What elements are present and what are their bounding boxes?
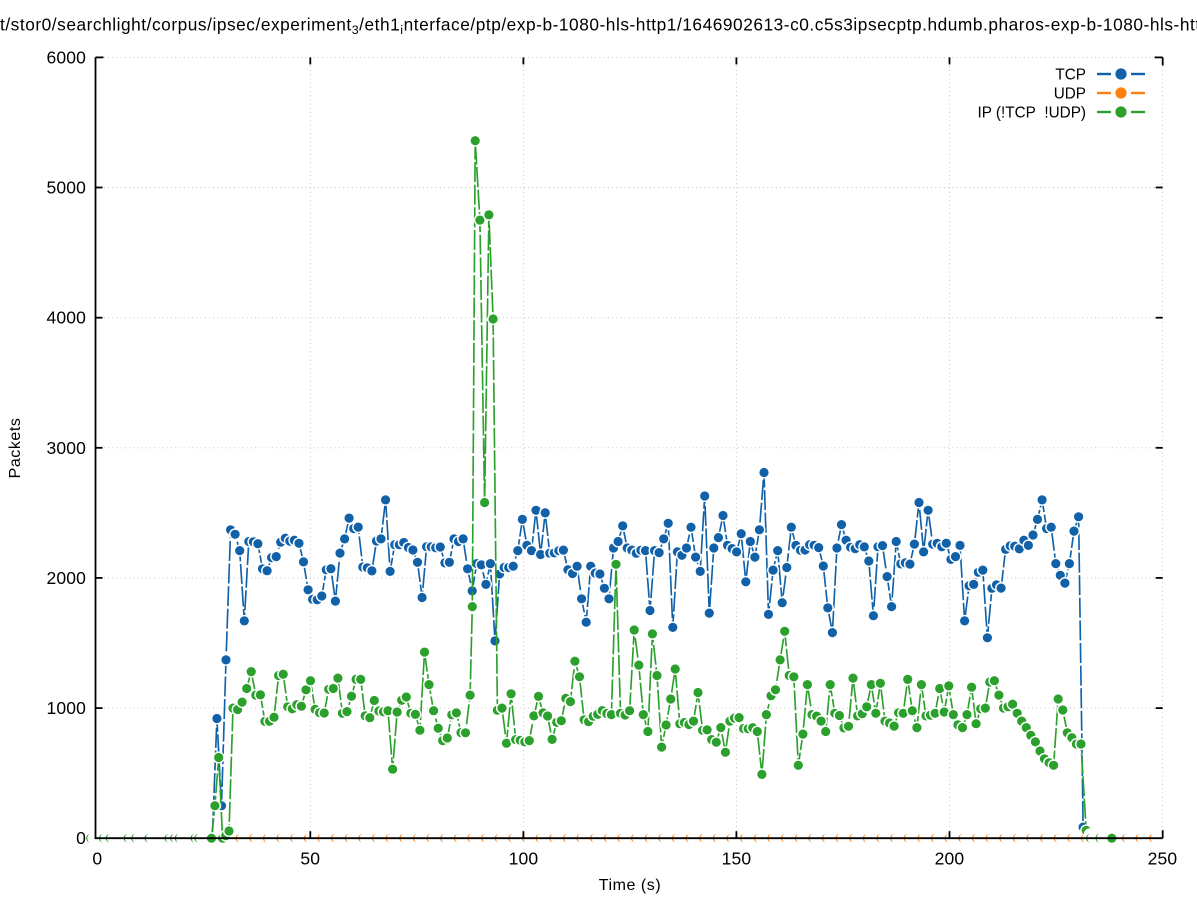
svg-text:t/stor0/searchlight/corpus/ips: t/stor0/searchlight/corpus/ipsec/experim… [0,15,1197,38]
svg-text:2000: 2000 [46,568,86,588]
svg-text:6000: 6000 [46,47,86,67]
svg-text:250: 250 [1148,849,1178,869]
svg-text:200: 200 [935,849,965,869]
svg-text:TCP: TCP [1055,66,1086,83]
svg-text:3000: 3000 [46,438,86,458]
svg-text:UDP: UDP [1054,85,1086,102]
svg-text:50: 50 [300,849,320,869]
svg-text:5000: 5000 [46,178,86,198]
svg-text:IP (!TCP !UDP): IP (!TCP !UDP) [977,104,1086,121]
svg-text:0: 0 [76,828,86,848]
svg-text:150: 150 [722,849,752,869]
svg-text:Time (s): Time (s) [599,877,661,894]
svg-text:100: 100 [509,849,539,869]
svg-text:1000: 1000 [46,698,86,718]
svg-text:0: 0 [92,849,102,869]
svg-text:4000: 4000 [46,308,86,328]
svg-text:Packets: Packets [7,418,24,479]
